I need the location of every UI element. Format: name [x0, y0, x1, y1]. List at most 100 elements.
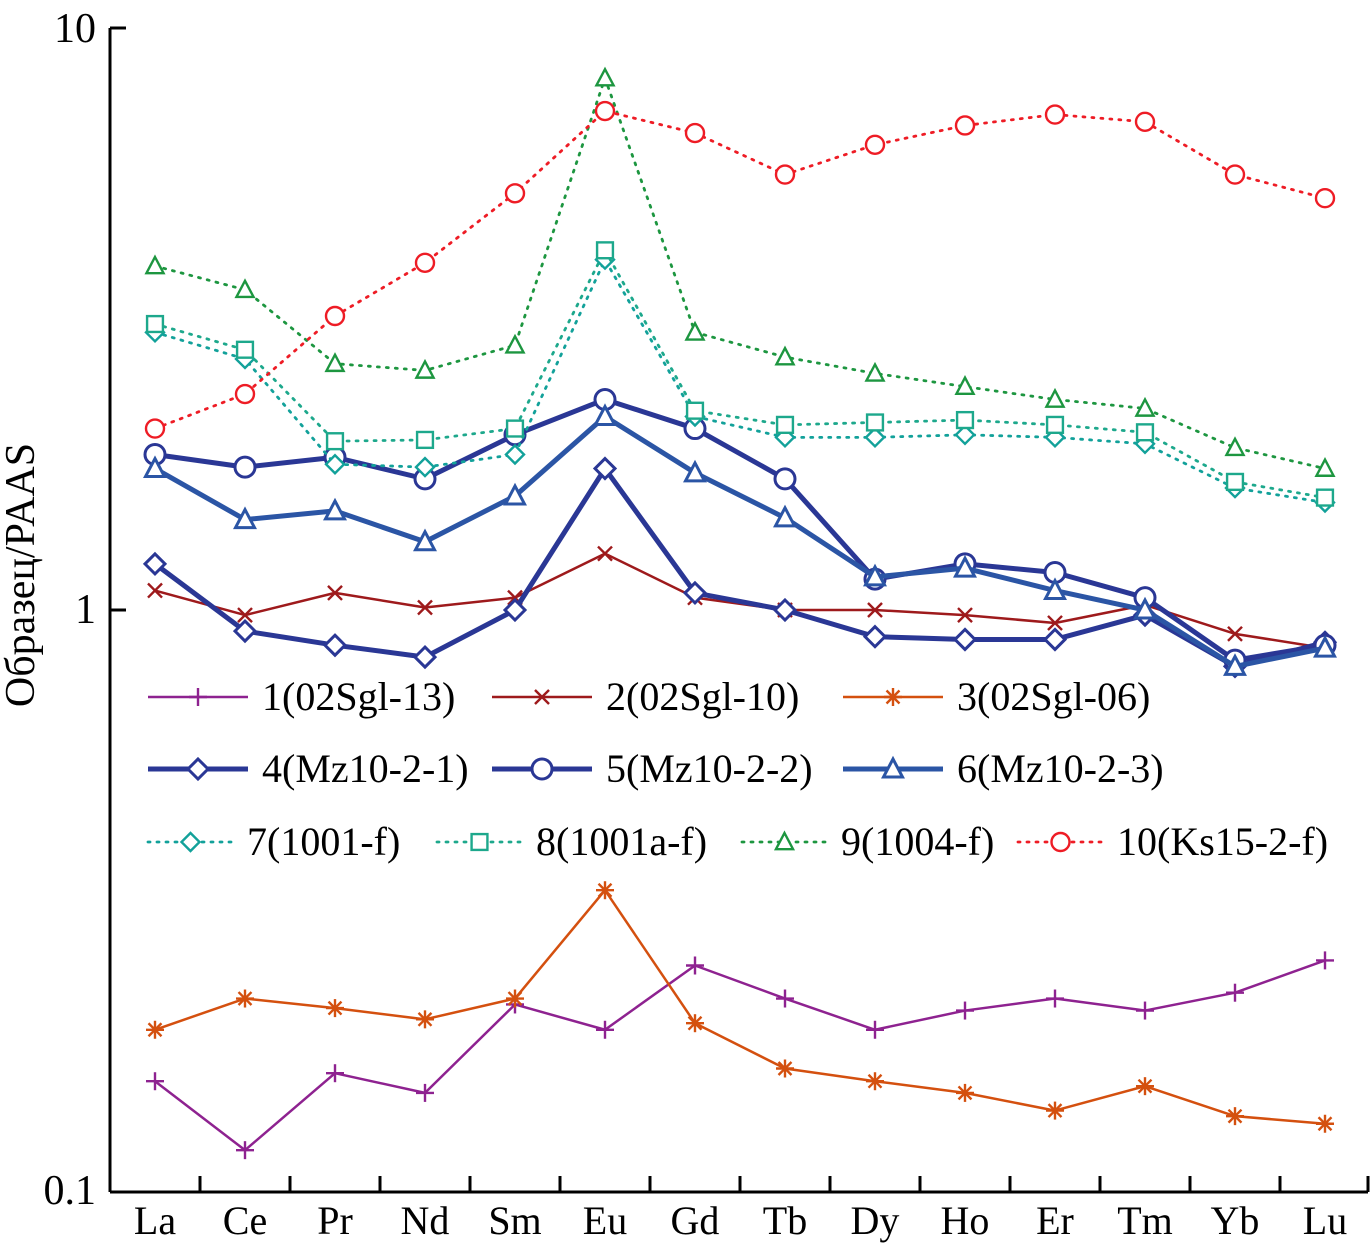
series-marker-10(Ks15-2-f) [1224, 164, 1246, 185]
series-marker-3(02Sgl-06) [147, 1022, 163, 1038]
series-marker-8(1001a-f) [775, 415, 795, 435]
series-marker-6(Mz10-2-3) [773, 504, 797, 528]
series-marker-8(1001a-f) [505, 419, 525, 438]
series-marker-9(1004-f) [864, 361, 886, 382]
series-marker-6(Mz10-2-3) [413, 528, 437, 552]
series-marker-8(1001a-f) [1045, 415, 1065, 435]
x-tick-label-Sm: Sm [488, 1198, 541, 1243]
series-marker-4(Mz10-2-1) [952, 627, 978, 652]
series-marker-3(02Sgl-06) [1227, 1108, 1243, 1124]
series-marker-9(1004-f) [1314, 456, 1336, 477]
legend-marker-10(Ks15-2-f) [1050, 831, 1071, 853]
series-marker-3(02Sgl-06) [1047, 1103, 1063, 1118]
series-marker-9(1004-f) [414, 358, 436, 379]
series-marker-10(Ks15-2-f) [324, 305, 346, 327]
series-marker-2(02Sgl-10) [1047, 615, 1063, 631]
legend-label-7(1001-f): 7(1001-f) [247, 819, 400, 864]
series-marker-9(1004-f) [504, 333, 526, 354]
series-marker-3(02Sgl-06) [957, 1085, 973, 1101]
series-marker-4(Mz10-2-1) [592, 456, 618, 481]
series-marker-8(1001a-f) [415, 430, 435, 450]
series-marker-6(Mz10-2-3) [683, 459, 707, 483]
series-marker-8(1001a-f) [865, 413, 885, 432]
series-marker-8(1001a-f) [145, 314, 165, 334]
series-line-7(1001-f) [153, 258, 1327, 504]
series-line-9(1004-f) [153, 76, 1327, 470]
series-marker-10(Ks15-2-f) [1314, 187, 1336, 209]
x-tick-label-Dy: Dy [851, 1198, 900, 1243]
series-marker-8(1001a-f) [685, 401, 705, 420]
series-marker-4(Mz10-2-1) [322, 633, 348, 658]
x-tick-label-Eu: Eu [583, 1198, 627, 1243]
series-line-5(Mz10-2-2) [154, 396, 1326, 663]
series-marker-7(1001-f) [414, 456, 436, 478]
legend-marker-8(1001a-f) [470, 832, 489, 852]
series-marker-3(02Sgl-06) [687, 1015, 703, 1031]
x-tick-label-Lu: Lu [1303, 1198, 1347, 1243]
series-marker-8(1001a-f) [1315, 488, 1335, 507]
legend-label-4(Mz10-2-1): 4(Mz10-2-1) [262, 746, 469, 791]
series-marker-9(1004-f) [1224, 436, 1246, 457]
series-marker-6(Mz10-2-3) [593, 403, 617, 427]
legend-label-6(Mz10-2-3): 6(Mz10-2-3) [957, 746, 1164, 791]
series-marker-2(02Sgl-10) [1227, 625, 1243, 642]
legend-marker-6(Mz10-2-3) [881, 755, 905, 779]
series-marker-10(Ks15-2-f) [234, 383, 256, 405]
series-marker-2(02Sgl-10) [507, 589, 523, 606]
legend-label-10(Ks15-2-f): 10(Ks15-2-f) [1117, 819, 1328, 864]
series-marker-2(02Sgl-10) [327, 585, 343, 601]
series-marker-6(Mz10-2-3) [863, 563, 887, 587]
series-marker-3(02Sgl-06) [507, 991, 523, 1006]
series-marker-9(1004-f) [1134, 396, 1156, 417]
series-line-3(02Sgl-06) [154, 888, 1326, 1125]
series-marker-4(Mz10-2-1) [682, 580, 708, 606]
legend-label-9(1004-f): 9(1004-f) [841, 819, 994, 864]
series-marker-2(02Sgl-10) [147, 582, 163, 599]
series-marker-3(02Sgl-06) [1137, 1078, 1153, 1094]
legend-marker-9(1004-f) [773, 830, 796, 851]
x-tick-label-Tm: Tm [1117, 1198, 1173, 1243]
series-marker-8(1001a-f) [235, 340, 255, 359]
legend-marker-7(1001-f) [179, 831, 202, 853]
series-marker-2(02Sgl-10) [237, 607, 253, 623]
series-marker-8(1001a-f) [955, 410, 975, 430]
series-marker-3(02Sgl-06) [867, 1073, 883, 1089]
series-line-10(Ks15-2-f) [153, 109, 1327, 430]
x-tick-label-Tb: Tb [763, 1198, 807, 1243]
series-marker-3(02Sgl-06) [327, 1000, 343, 1016]
series-marker-10(Ks15-2-f) [594, 100, 616, 122]
series-marker-6(Mz10-2-3) [1223, 653, 1247, 676]
series-marker-2(02Sgl-10) [597, 545, 613, 562]
series-marker-4(Mz10-2-1) [502, 597, 528, 623]
legend-marker-3(02Sgl-06) [885, 689, 901, 705]
series-marker-9(1004-f) [324, 352, 346, 373]
series-marker-6(Mz10-2-3) [323, 497, 347, 521]
series-marker-6(Mz10-2-3) [233, 506, 257, 530]
series-marker-2(02Sgl-10) [957, 607, 973, 623]
legend-label-8(1001a-f): 8(1001a-f) [536, 819, 707, 864]
series-marker-9(1004-f) [1044, 387, 1066, 408]
series-marker-6(Mz10-2-3) [1313, 634, 1337, 658]
series-marker-4(Mz10-2-1) [232, 618, 258, 644]
x-tick-label-Yb: Yb [1211, 1198, 1260, 1243]
series-marker-2(02Sgl-10) [417, 599, 433, 616]
series-marker-10(Ks15-2-f) [414, 252, 436, 273]
series-marker-10(Ks15-2-f) [774, 164, 796, 185]
series-marker-3(02Sgl-06) [417, 1012, 433, 1027]
series-marker-8(1001a-f) [1135, 423, 1155, 442]
series-marker-4(Mz10-2-1) [412, 644, 438, 670]
series-marker-10(Ks15-2-f) [1044, 104, 1066, 125]
series-marker-4(Mz10-2-1) [1042, 627, 1068, 652]
series-marker-10(Ks15-2-f) [504, 183, 526, 204]
series-marker-5(Mz10-2-2) [773, 467, 797, 491]
series-marker-4(Mz10-2-1) [772, 597, 798, 623]
y-tick-label-0.1: 0.1 [44, 1168, 97, 1214]
series-marker-9(1004-f) [774, 345, 796, 366]
series-marker-5(Mz10-2-2) [233, 455, 257, 479]
series-marker-9(1004-f) [594, 66, 616, 87]
series-marker-8(1001a-f) [325, 432, 345, 451]
series-marker-6(Mz10-2-3) [503, 482, 527, 506]
legend-marker-5(Mz10-2-2) [530, 757, 554, 781]
legend-label-1(02Sgl-13): 1(02Sgl-13) [262, 674, 455, 719]
